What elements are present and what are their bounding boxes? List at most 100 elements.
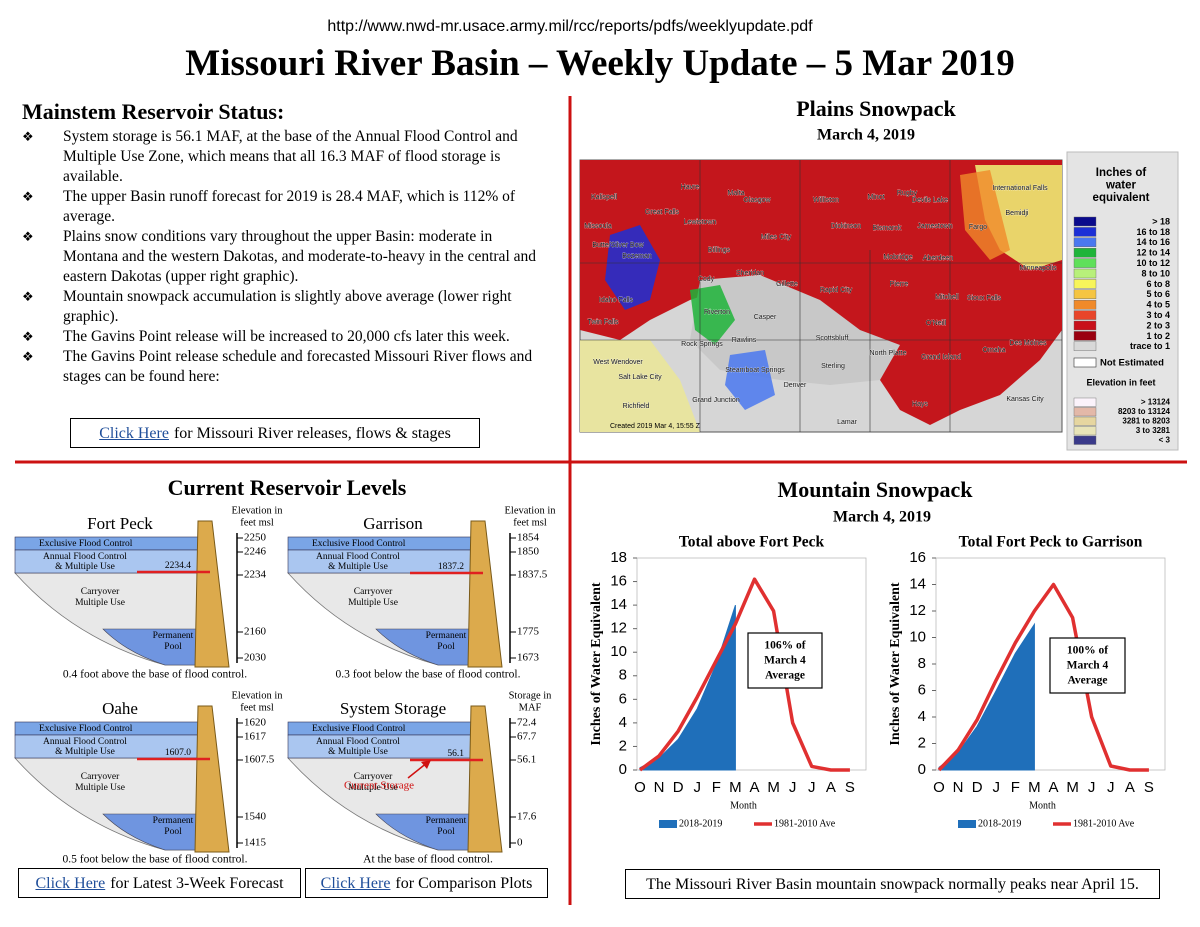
legend-swatch [1073,435,1097,445]
legend-label: 2018-2019 [978,818,1021,829]
legend-label: 2 to 3 [1146,320,1170,330]
city-label: Casper [754,314,777,321]
x-tick-label: S [845,779,855,796]
link[interactable]: Click Here [35,875,106,892]
city-label: West Wendover [593,359,643,366]
section-date: March 4, 2019 [817,127,915,144]
legend-swatch [659,820,677,828]
bullet: Mountain snowpack accumulation is slight… [22,287,547,327]
axis-title: Elevation in [504,505,556,516]
tick-label: 2030 [244,652,267,664]
zone-label: Annual Flood Control [316,737,400,747]
city-label: Billings [708,247,731,254]
legend-label: 3281 to 8203 [1122,417,1170,426]
city-label: Riverton [704,309,730,316]
axis-title: Elevation in [231,505,283,516]
y-axis-label: Inches of Water Equivalent [888,582,903,746]
bullet: System storage is 56.1 MAF, at the base … [22,127,547,187]
city-label: Missoula [584,223,612,230]
x-tick-label: N [953,779,964,796]
legend-swatch [958,820,976,828]
legend-label: > 13124 [1141,398,1171,407]
city-label: Grand Junction [692,397,740,404]
x-tick-label: O [933,779,945,796]
legend-label: 1 to 2 [1146,331,1170,341]
tick-label: 2234 [244,569,267,581]
link[interactable]: Click Here [320,875,391,892]
legend-swatch [1073,300,1097,310]
city-label: Rapid City [820,287,853,294]
zone-label: Exclusive Flood Control [312,539,406,549]
legend-swatch [1073,357,1097,368]
x-tick-label: S [1144,779,1154,796]
tick-label: 1415 [244,837,267,849]
y-tick-label: 8 [918,655,926,672]
section-heading: Mainstem Reservoir Status: [22,99,285,124]
bullet: The Gavins Point release schedule and fo… [22,347,547,387]
legend-swatch [1073,279,1097,289]
link-box: Click Here for Comparison Plots [305,868,548,898]
annotation-box [747,632,823,689]
legend-label: 10 to 12 [1136,258,1170,268]
link[interactable]: Click Here [99,425,169,442]
link-box: Click Here for Missouri River releases, f… [70,418,480,448]
city-label: Des Moines [1010,340,1047,347]
city-label: Minneapolis [1019,265,1057,272]
section-title: Mountain Snowpack [777,477,973,502]
annotation: 106% of [764,640,805,652]
tick-label: 1850 [517,546,540,558]
city-label: Rawlins [732,337,757,344]
y-tick-label: 10 [909,628,926,645]
city-label: North Platte [870,350,907,357]
legend-label: Not Estimated [1100,358,1164,369]
note-text: The Missouri River Basin mountain snowpa… [646,876,1139,893]
page-title: Missouri River Basin – Weekly Update – 5… [185,43,1015,84]
legend-label: 8203 to 13124 [1118,407,1171,416]
city-label: Kansas City [1006,396,1044,403]
x-axis-label: Month [1029,800,1056,811]
chart-title: Total above Fort Peck [679,534,825,551]
zone-label: Multiple Use [348,783,398,793]
y-tick-label: 16 [610,573,627,590]
y-tick-label: 16 [909,549,926,566]
status-bullets: System storage is 56.1 MAF, at the base … [22,127,547,387]
diagram-title: Garrison [363,514,423,533]
zone-label: Annual Flood Control [43,737,127,747]
tick-label: 56.1 [517,754,536,766]
legend-title: water [1105,180,1137,192]
legend-swatch [1073,320,1097,331]
tick-label: 0 [517,837,523,849]
tick-label: 1775 [517,626,540,638]
tick-label: 1620 [244,717,267,729]
city-label: Sioux Falls [967,295,1002,302]
legend-label: 16 to 18 [1136,227,1170,237]
city-label: Miles City [761,234,792,241]
tick-label: 1540 [244,811,267,823]
section-title: Plains Snowpack [796,96,956,121]
arrow-head [421,760,431,769]
city-label: Steamboat Springs [725,367,785,374]
city-label: Malta [727,190,744,197]
x-tick-label: M [767,779,780,796]
axis-title: feet msl [513,517,547,528]
y-tick-label: 4 [619,714,627,731]
city-label: Hays [912,401,928,408]
zone-label: Exclusive Flood Control [312,724,406,734]
tick-label: 2160 [244,626,267,638]
snowpack-area [639,604,736,771]
city-label: Scottsbluff [816,335,849,342]
tick-label: 1617 [244,731,267,743]
city-label: Rugby [897,190,918,197]
link-text: for Latest 3-Week Forecast [110,875,284,892]
source-url: http://www.nwd-mr.usace.army.mil/rcc/rep… [327,18,813,35]
zone-label: & Multiple Use [55,562,115,572]
diagram-title: System Storage [340,699,446,718]
legend-label: 1981-2010 Ave [1073,818,1135,829]
x-tick-label: M [729,779,742,796]
zone-label: Multiple Use [348,598,398,608]
x-tick-label: F [1011,779,1020,796]
city-label: Twin Falls [587,319,619,326]
